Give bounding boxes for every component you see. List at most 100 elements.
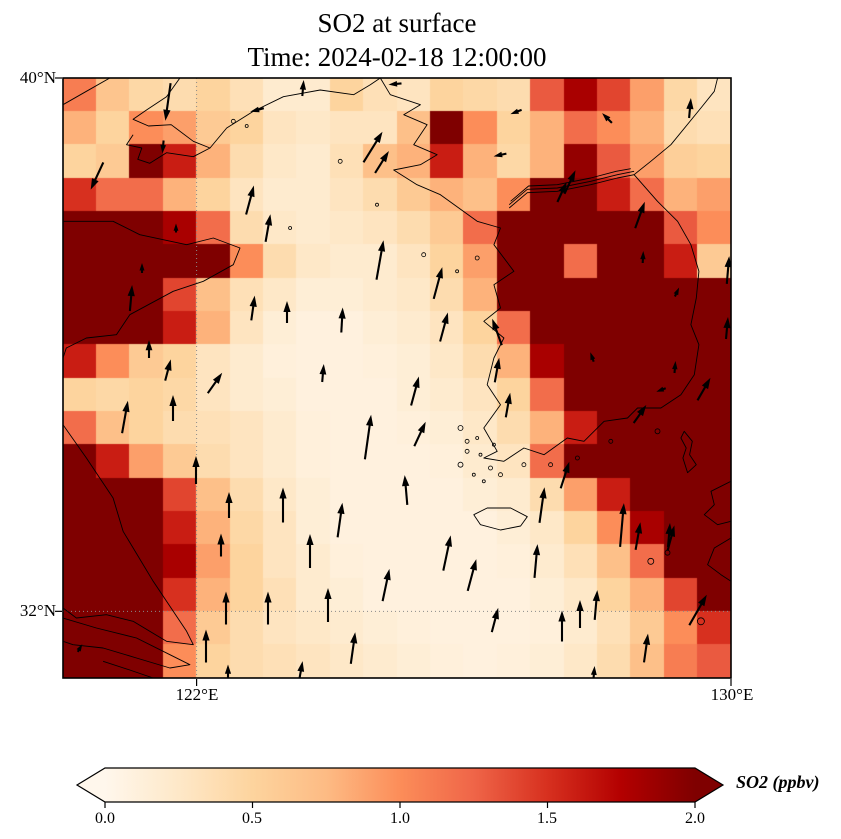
wind-arrow-head — [723, 317, 731, 329]
wind-arrow-head — [642, 633, 651, 645]
wind-arrow-head — [737, 628, 744, 640]
coastline-hebei-coast — [63, 78, 111, 106]
wind-arrow-head — [590, 666, 597, 676]
wind-arrow-head — [444, 535, 452, 547]
wind-arrow-head — [576, 600, 584, 611]
island-outline — [608, 438, 614, 444]
wind-arrow-head — [492, 318, 500, 331]
island-outline — [481, 479, 486, 484]
colorbar — [75, 767, 725, 803]
colorbar-tick-0: 0.0 — [95, 810, 115, 827]
island-outline — [337, 158, 343, 164]
island-outline — [475, 436, 480, 440]
x-tick-122e: 122°E — [175, 685, 219, 704]
wind-arrow-head — [491, 607, 499, 620]
wind-arrow-shaft — [375, 245, 384, 280]
wind-arrow-head — [383, 568, 391, 581]
island-outline — [488, 465, 493, 471]
wind-arrow-head — [319, 364, 327, 375]
coastline-kyushu-west-coast — [707, 537, 731, 582]
wind-arrow-head — [160, 144, 166, 154]
island-outline — [457, 425, 464, 431]
island-outline — [654, 428, 661, 435]
coastline-yangtze-channel-2 — [102, 660, 154, 678]
wind-arrow-head — [558, 182, 567, 194]
wind-arrow-head — [224, 664, 232, 674]
wind-arrow-head — [90, 178, 99, 190]
wind-arrow-head — [366, 414, 374, 427]
coastline-jiangsu-yangtze-coast — [63, 424, 194, 646]
island-outline — [455, 269, 460, 274]
wind-arrow-head — [590, 352, 596, 361]
wind-arrow-head — [380, 151, 389, 163]
wind-arrow-head — [701, 377, 711, 390]
wind-arrow-head — [264, 591, 272, 603]
wind-arrow-head — [634, 522, 643, 534]
island-outline — [230, 118, 236, 124]
coastline-hirado-sasebo-coast — [703, 480, 731, 526]
colorbar-tick-1: 0.5 — [242, 810, 262, 827]
wind-arrow-head — [602, 113, 611, 122]
title-block: SO2 at surface Time: 2024-02-18 12:00:00 — [63, 0, 731, 74]
wind-arrow-head — [510, 108, 519, 115]
wind-arrow-head — [493, 151, 503, 158]
coastline-shandong-coast — [63, 220, 241, 359]
map-layers — [63, 78, 744, 678]
coastline-dmz-line-1 — [508, 174, 635, 209]
wind-arrow-head — [504, 392, 512, 405]
wind-arrow-head — [724, 256, 731, 268]
wind-arrow-head — [539, 487, 547, 499]
wind-arrow-head — [558, 610, 566, 622]
wind-arrow-head — [640, 251, 646, 260]
coastline-tsushima-island — [680, 430, 697, 474]
wind-arrow-head — [337, 502, 345, 515]
wind-arrow-head — [299, 80, 306, 90]
island-outline — [471, 472, 476, 477]
island-outline — [457, 461, 464, 468]
wind-arrow-head — [373, 131, 383, 143]
wind-arrow-head — [249, 295, 257, 307]
colorbar-label: SO2 (ppbv) — [736, 772, 820, 792]
wind-arrow-head — [493, 357, 501, 370]
wind-arrow-head — [673, 287, 680, 296]
map-border — [62, 77, 732, 679]
wind-arrow-head — [637, 405, 647, 417]
wind-arrow-head — [164, 359, 172, 371]
wind-arrow-head — [656, 386, 665, 392]
island-outline — [244, 124, 249, 128]
wind-arrow-head — [283, 301, 291, 312]
island-outline — [664, 549, 671, 556]
wind-arrow-head — [127, 285, 135, 297]
island-outline — [464, 438, 470, 444]
island-outline — [421, 252, 427, 258]
wind-arrow-head — [338, 307, 346, 319]
wind-arrow-head — [388, 81, 398, 87]
wind-arrow-head — [192, 456, 200, 467]
island-outline — [478, 452, 483, 457]
island-outline — [288, 226, 293, 230]
wind-arrow-head — [402, 475, 410, 487]
island-outline — [375, 202, 379, 207]
coastline-korea-peninsula — [379, 78, 719, 462]
coastline-jeju-island — [473, 507, 528, 531]
x-tick-130e: 130°E — [710, 685, 754, 704]
wind-arrow-head — [637, 201, 645, 214]
wind-arrow-head — [562, 461, 570, 474]
island-outline — [464, 448, 470, 454]
colorbar-tick-2: 1.0 — [390, 810, 410, 827]
wind-arrow-head — [264, 214, 273, 226]
wind-arrow-head — [619, 503, 627, 515]
colorbar-tick-4: 2.0 — [685, 810, 705, 827]
chart-title: SO2 at surface — [317, 8, 477, 38]
island-outline — [491, 442, 496, 447]
island-outline — [697, 617, 705, 626]
coastline-korea-bay-coast — [209, 78, 381, 149]
wind-arrow-head — [698, 594, 707, 607]
y-tick-40n: 40°N — [19, 68, 56, 87]
wind-arrow-shaft — [363, 420, 372, 460]
wind-arrow-head — [532, 544, 541, 556]
wind-arrow-head — [378, 240, 386, 252]
wind-arrow-head — [145, 340, 153, 351]
